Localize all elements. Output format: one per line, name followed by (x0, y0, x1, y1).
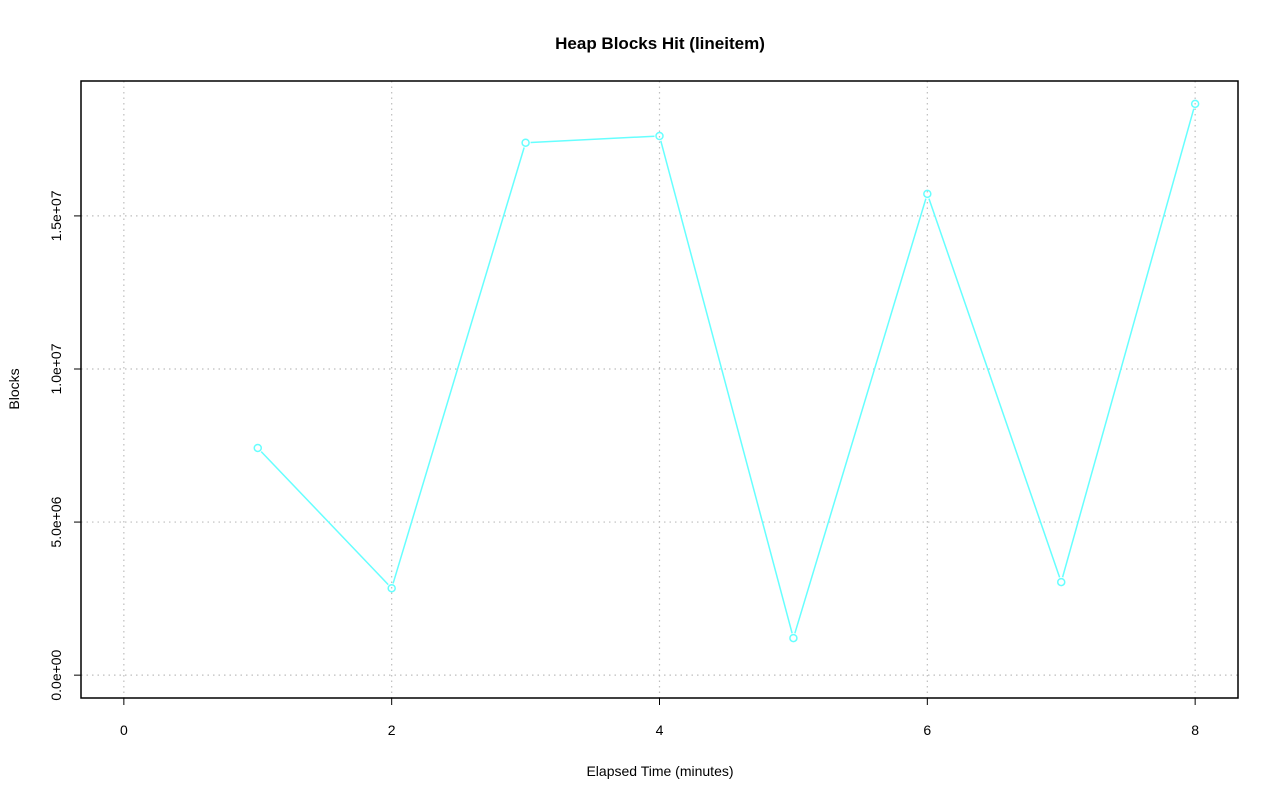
x-tick-label: 2 (388, 722, 396, 738)
series (253, 99, 1200, 643)
axes: 0 2 4 6 8 0.0e+00 5.0e+06 1.0e+07 1.5e+07 (48, 190, 1199, 738)
data-point (655, 131, 664, 141)
y-tick-label: 1.5e+07 (48, 190, 64, 241)
data-point (923, 189, 932, 199)
data-point (1056, 577, 1066, 587)
data-point (789, 633, 798, 643)
data-point (1190, 99, 1200, 109)
y-tick-label: 1.0e+07 (48, 343, 64, 394)
x-tick-label: 4 (656, 722, 664, 738)
x-tick-label: 6 (923, 722, 931, 738)
series-line-segment (530, 135, 655, 144)
data-point (253, 443, 263, 453)
y-tick-label: 0.0e+00 (48, 649, 64, 700)
series-line-segment (928, 198, 1061, 578)
plot-frame (80, 80, 1239, 699)
x-axis-label: Elapsed Time (minutes) (586, 763, 733, 779)
series-line-segment (1061, 108, 1195, 578)
grid (81, 81, 1238, 698)
y-axis-label: Blocks (6, 368, 22, 409)
y-tick-label: 5.0e+06 (48, 496, 64, 547)
series-line-segment (260, 451, 389, 586)
series-line-segment (794, 198, 927, 634)
x-tick-label: 8 (1191, 722, 1199, 738)
data-point (387, 583, 396, 593)
data-point (521, 138, 530, 147)
series-line-segment (660, 140, 793, 634)
series-line-segment (392, 147, 525, 584)
chart-title: Heap Blocks Hit (lineitem) (555, 34, 765, 53)
x-tick-label: 0 (120, 722, 128, 738)
